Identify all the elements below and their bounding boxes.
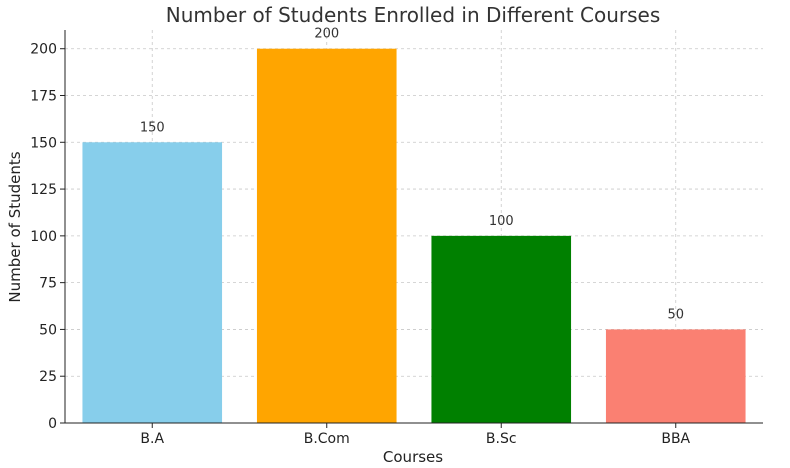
bar-b-a	[82, 142, 223, 424]
bar-value-label: 100	[489, 214, 514, 229]
y-tick-label: 25	[39, 369, 57, 385]
y-tick-label: 175	[30, 89, 57, 105]
bar-value-label: 50	[667, 307, 684, 322]
y-tick-label: 75	[39, 276, 57, 292]
bar-value-label: 200	[314, 27, 339, 42]
y-tick-label: 125	[30, 182, 57, 198]
x-axis-title: Courses	[383, 448, 443, 466]
x-tick-label: B.A	[140, 431, 164, 447]
bar-bba	[605, 329, 746, 423]
label-layer: 150 200 100 50	[140, 27, 684, 323]
x-tick-label: B.Com	[304, 431, 350, 447]
y-tick-label: 100	[30, 229, 57, 245]
x-tick-label: BBA	[661, 431, 690, 447]
y-tick-label: 150	[30, 135, 57, 151]
axis-layer: 0 25 50 75 100 125 150 175 200 B.A B.Com B.Sc BBA	[30, 30, 763, 447]
chart-title: Number of Students Enrolled in Different…	[166, 3, 660, 27]
x-tick-label: B.Sc	[486, 431, 517, 447]
bar-value-label: 150	[140, 120, 165, 135]
bar-b-com	[256, 48, 397, 423]
bar-b-sc	[431, 235, 572, 423]
y-axis-title: Number of Students	[6, 151, 24, 302]
bar-layer	[82, 48, 746, 424]
y-tick-label: 50	[39, 322, 57, 338]
y-tick-label: 200	[30, 42, 57, 58]
y-tick-label: 0	[48, 416, 57, 432]
